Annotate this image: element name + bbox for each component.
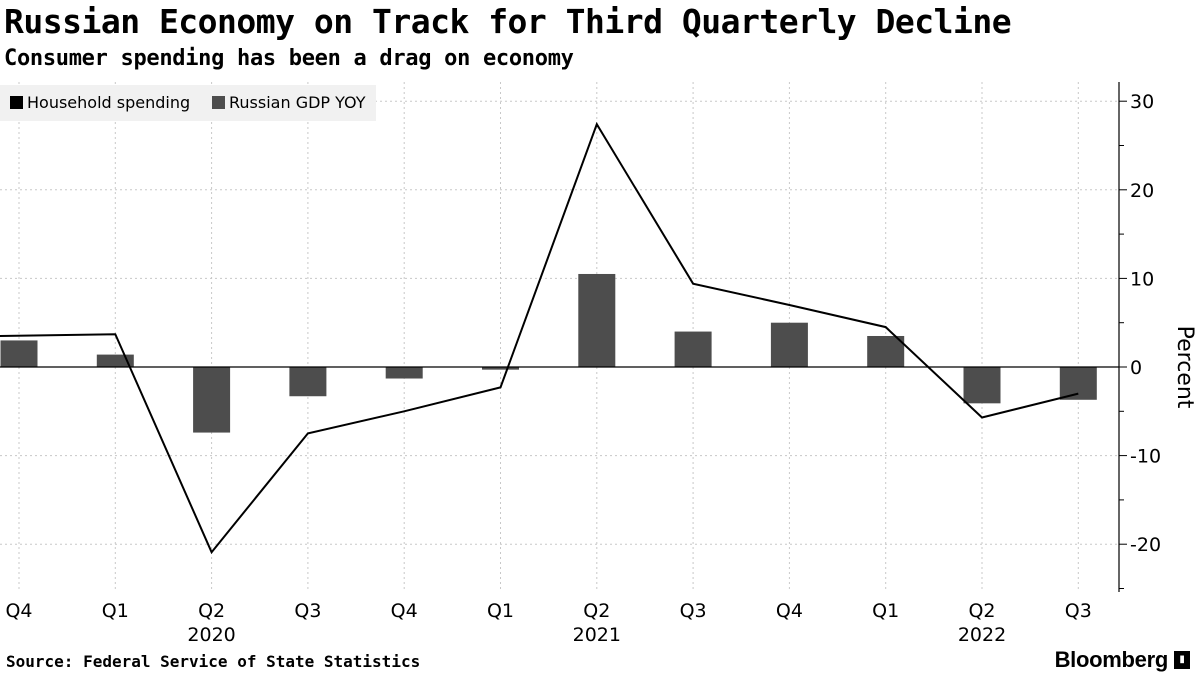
y-tick-label: 0 bbox=[1130, 357, 1142, 379]
legend-label: Household spending bbox=[27, 93, 190, 112]
x-tick-label: Q3 bbox=[680, 600, 707, 622]
x-axis: Q4 Q1 Q2 Q3 Q4 Q1 Q2 Q3 Q4 Q1 Q2 Q3 2020 2021 2022 bbox=[5, 600, 1091, 646]
gdp-bar bbox=[385, 367, 423, 379]
bloomberg-chart-icon: ▮ bbox=[1174, 651, 1190, 669]
x-year-label: 2021 bbox=[573, 624, 621, 646]
y-axis: 30 20 10 0 -10 -20 Percent bbox=[1118, 82, 1197, 592]
source-note: Source: Federal Service of State Statist… bbox=[6, 652, 421, 671]
gdp-bar bbox=[1059, 367, 1097, 400]
household-spending-line bbox=[0, 121, 1079, 555]
gdp-bar bbox=[0, 340, 38, 367]
gdp-bar bbox=[578, 273, 616, 367]
chart-subtitle: Consumer spending has been a drag on eco… bbox=[4, 46, 574, 71]
legend-label: Russian GDP YOY bbox=[229, 93, 366, 112]
gdp-bar bbox=[482, 367, 519, 370]
gdp-bar bbox=[193, 367, 231, 433]
x-year-label: 2022 bbox=[958, 624, 1006, 646]
y-tick-label: -10 bbox=[1130, 446, 1161, 468]
x-tick-label: Q1 bbox=[102, 600, 129, 622]
legend-swatch bbox=[10, 96, 23, 109]
y-tick-label: 10 bbox=[1130, 268, 1154, 290]
gdp-bar bbox=[770, 322, 808, 367]
legend: Household spending Russian GDP YOY bbox=[0, 85, 376, 121]
brand-name: Bloomberg bbox=[1054, 647, 1169, 672]
x-tick-label: Q1 bbox=[872, 600, 899, 622]
x-tick-label: Q2 bbox=[198, 600, 225, 622]
grid-lines bbox=[0, 82, 1119, 592]
y-axis-title: Percent bbox=[1172, 326, 1197, 409]
gdp-bar bbox=[963, 367, 1001, 404]
x-tick-label: Q2 bbox=[968, 600, 995, 622]
legend-swatch bbox=[212, 96, 225, 109]
bar-series bbox=[0, 273, 1097, 433]
x-tick-label: Q2 bbox=[583, 600, 610, 622]
x-tick-label: Q4 bbox=[776, 600, 803, 622]
x-tick-label: Q3 bbox=[294, 600, 321, 622]
y-tick-label: -20 bbox=[1130, 534, 1161, 556]
x-tick-label: Q3 bbox=[1065, 600, 1092, 622]
y-tick-label: 30 bbox=[1130, 91, 1154, 113]
gdp-bar bbox=[867, 335, 905, 367]
y-tick-label: 20 bbox=[1130, 180, 1154, 202]
gdp-bar bbox=[96, 354, 134, 367]
gdp-bar bbox=[289, 367, 327, 397]
chart-title: Russian Economy on Track for Third Quart… bbox=[4, 2, 1012, 41]
brand-logo: Bloomberg ▮ bbox=[1055, 647, 1190, 673]
x-tick-label: Q1 bbox=[487, 600, 514, 622]
x-year-label: 2020 bbox=[187, 624, 235, 646]
line-series bbox=[0, 121, 1079, 555]
legend-background bbox=[0, 85, 376, 121]
x-tick-label: Q4 bbox=[391, 600, 418, 622]
gdp-bar bbox=[674, 331, 712, 367]
x-tick-label: Q4 bbox=[5, 600, 32, 622]
